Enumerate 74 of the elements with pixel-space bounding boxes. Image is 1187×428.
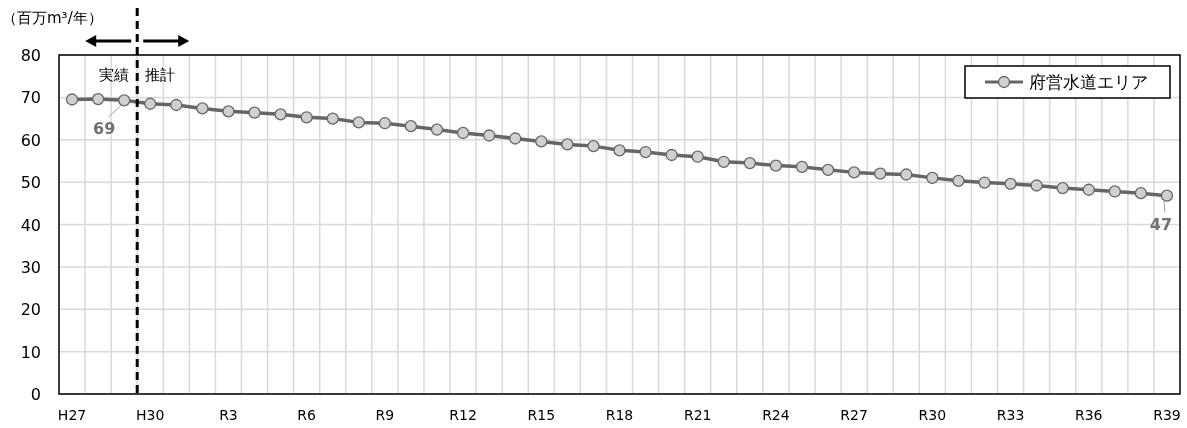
point	[430, 123, 444, 136]
point	[91, 92, 105, 106]
annotation: 実績	[99, 66, 130, 84]
x-tick-label: R3	[219, 407, 238, 423]
point	[1056, 181, 1069, 195]
x-tick-label: R39	[1153, 407, 1181, 423]
point	[456, 126, 470, 140]
point	[769, 159, 783, 172]
y-tick-label: 40	[20, 215, 41, 235]
point	[196, 102, 209, 115]
point	[144, 97, 157, 110]
x-tick-label: R33	[996, 407, 1025, 423]
point	[65, 93, 79, 106]
annotation: 推計	[145, 66, 176, 84]
point	[326, 112, 339, 125]
point	[926, 171, 939, 185]
point	[691, 150, 704, 163]
y-tick-label: 60	[20, 130, 41, 150]
point	[665, 148, 678, 162]
point	[743, 156, 756, 170]
y-tick-label: 10	[20, 342, 41, 362]
point	[561, 138, 574, 151]
point	[639, 145, 652, 159]
x-tick-label: R21	[683, 407, 712, 423]
y-axis-title: （百万m³/年）	[2, 9, 103, 27]
point	[821, 163, 835, 176]
point	[1030, 179, 1043, 192]
point	[509, 132, 522, 145]
y-tick-label: 30	[20, 257, 41, 277]
point	[248, 106, 261, 119]
point	[404, 120, 418, 133]
x-tick-label: R6	[297, 407, 317, 423]
point	[378, 117, 392, 130]
x-tick-label: H30	[136, 407, 165, 423]
point	[118, 94, 131, 107]
point	[352, 116, 365, 129]
x-tick-label: H27	[57, 407, 87, 423]
x-tick-label: R15	[527, 407, 556, 423]
point	[900, 168, 913, 181]
point	[483, 129, 496, 142]
point	[535, 135, 548, 148]
x-tick-label: R27	[840, 407, 868, 423]
point	[1004, 177, 1017, 190]
y-tick-label: 70	[20, 88, 41, 108]
point	[170, 98, 183, 112]
x-tick-label: R12	[449, 407, 477, 423]
point	[1160, 189, 1174, 202]
point	[847, 166, 861, 179]
point	[795, 160, 809, 174]
x-tick-label: R18	[605, 407, 634, 423]
y-tick-label: 20	[20, 300, 41, 320]
y-tick-label: 80	[20, 46, 41, 65]
x-tick-label: R24	[762, 407, 790, 423]
x-tick-label: R36	[1074, 407, 1103, 423]
data-label: 69	[93, 119, 116, 139]
point	[978, 176, 991, 189]
point	[274, 108, 287, 121]
point	[222, 105, 235, 118]
data-label: 47	[1149, 214, 1173, 234]
point	[717, 155, 730, 168]
y-tick-label: 50	[20, 173, 41, 193]
point	[1108, 185, 1121, 198]
point	[300, 111, 313, 124]
point	[613, 144, 626, 157]
x-tick-label: R9	[375, 407, 395, 423]
point	[1082, 183, 1095, 196]
point	[952, 174, 965, 187]
x-tick-label: R30	[918, 407, 947, 423]
y-tick-label: 0	[30, 385, 41, 404]
point	[874, 167, 887, 180]
legend: 府営水道エリア	[964, 65, 1171, 99]
point	[1134, 186, 1148, 200]
legend-label: 府営水道エリア	[1029, 72, 1148, 92]
point	[587, 139, 600, 153]
